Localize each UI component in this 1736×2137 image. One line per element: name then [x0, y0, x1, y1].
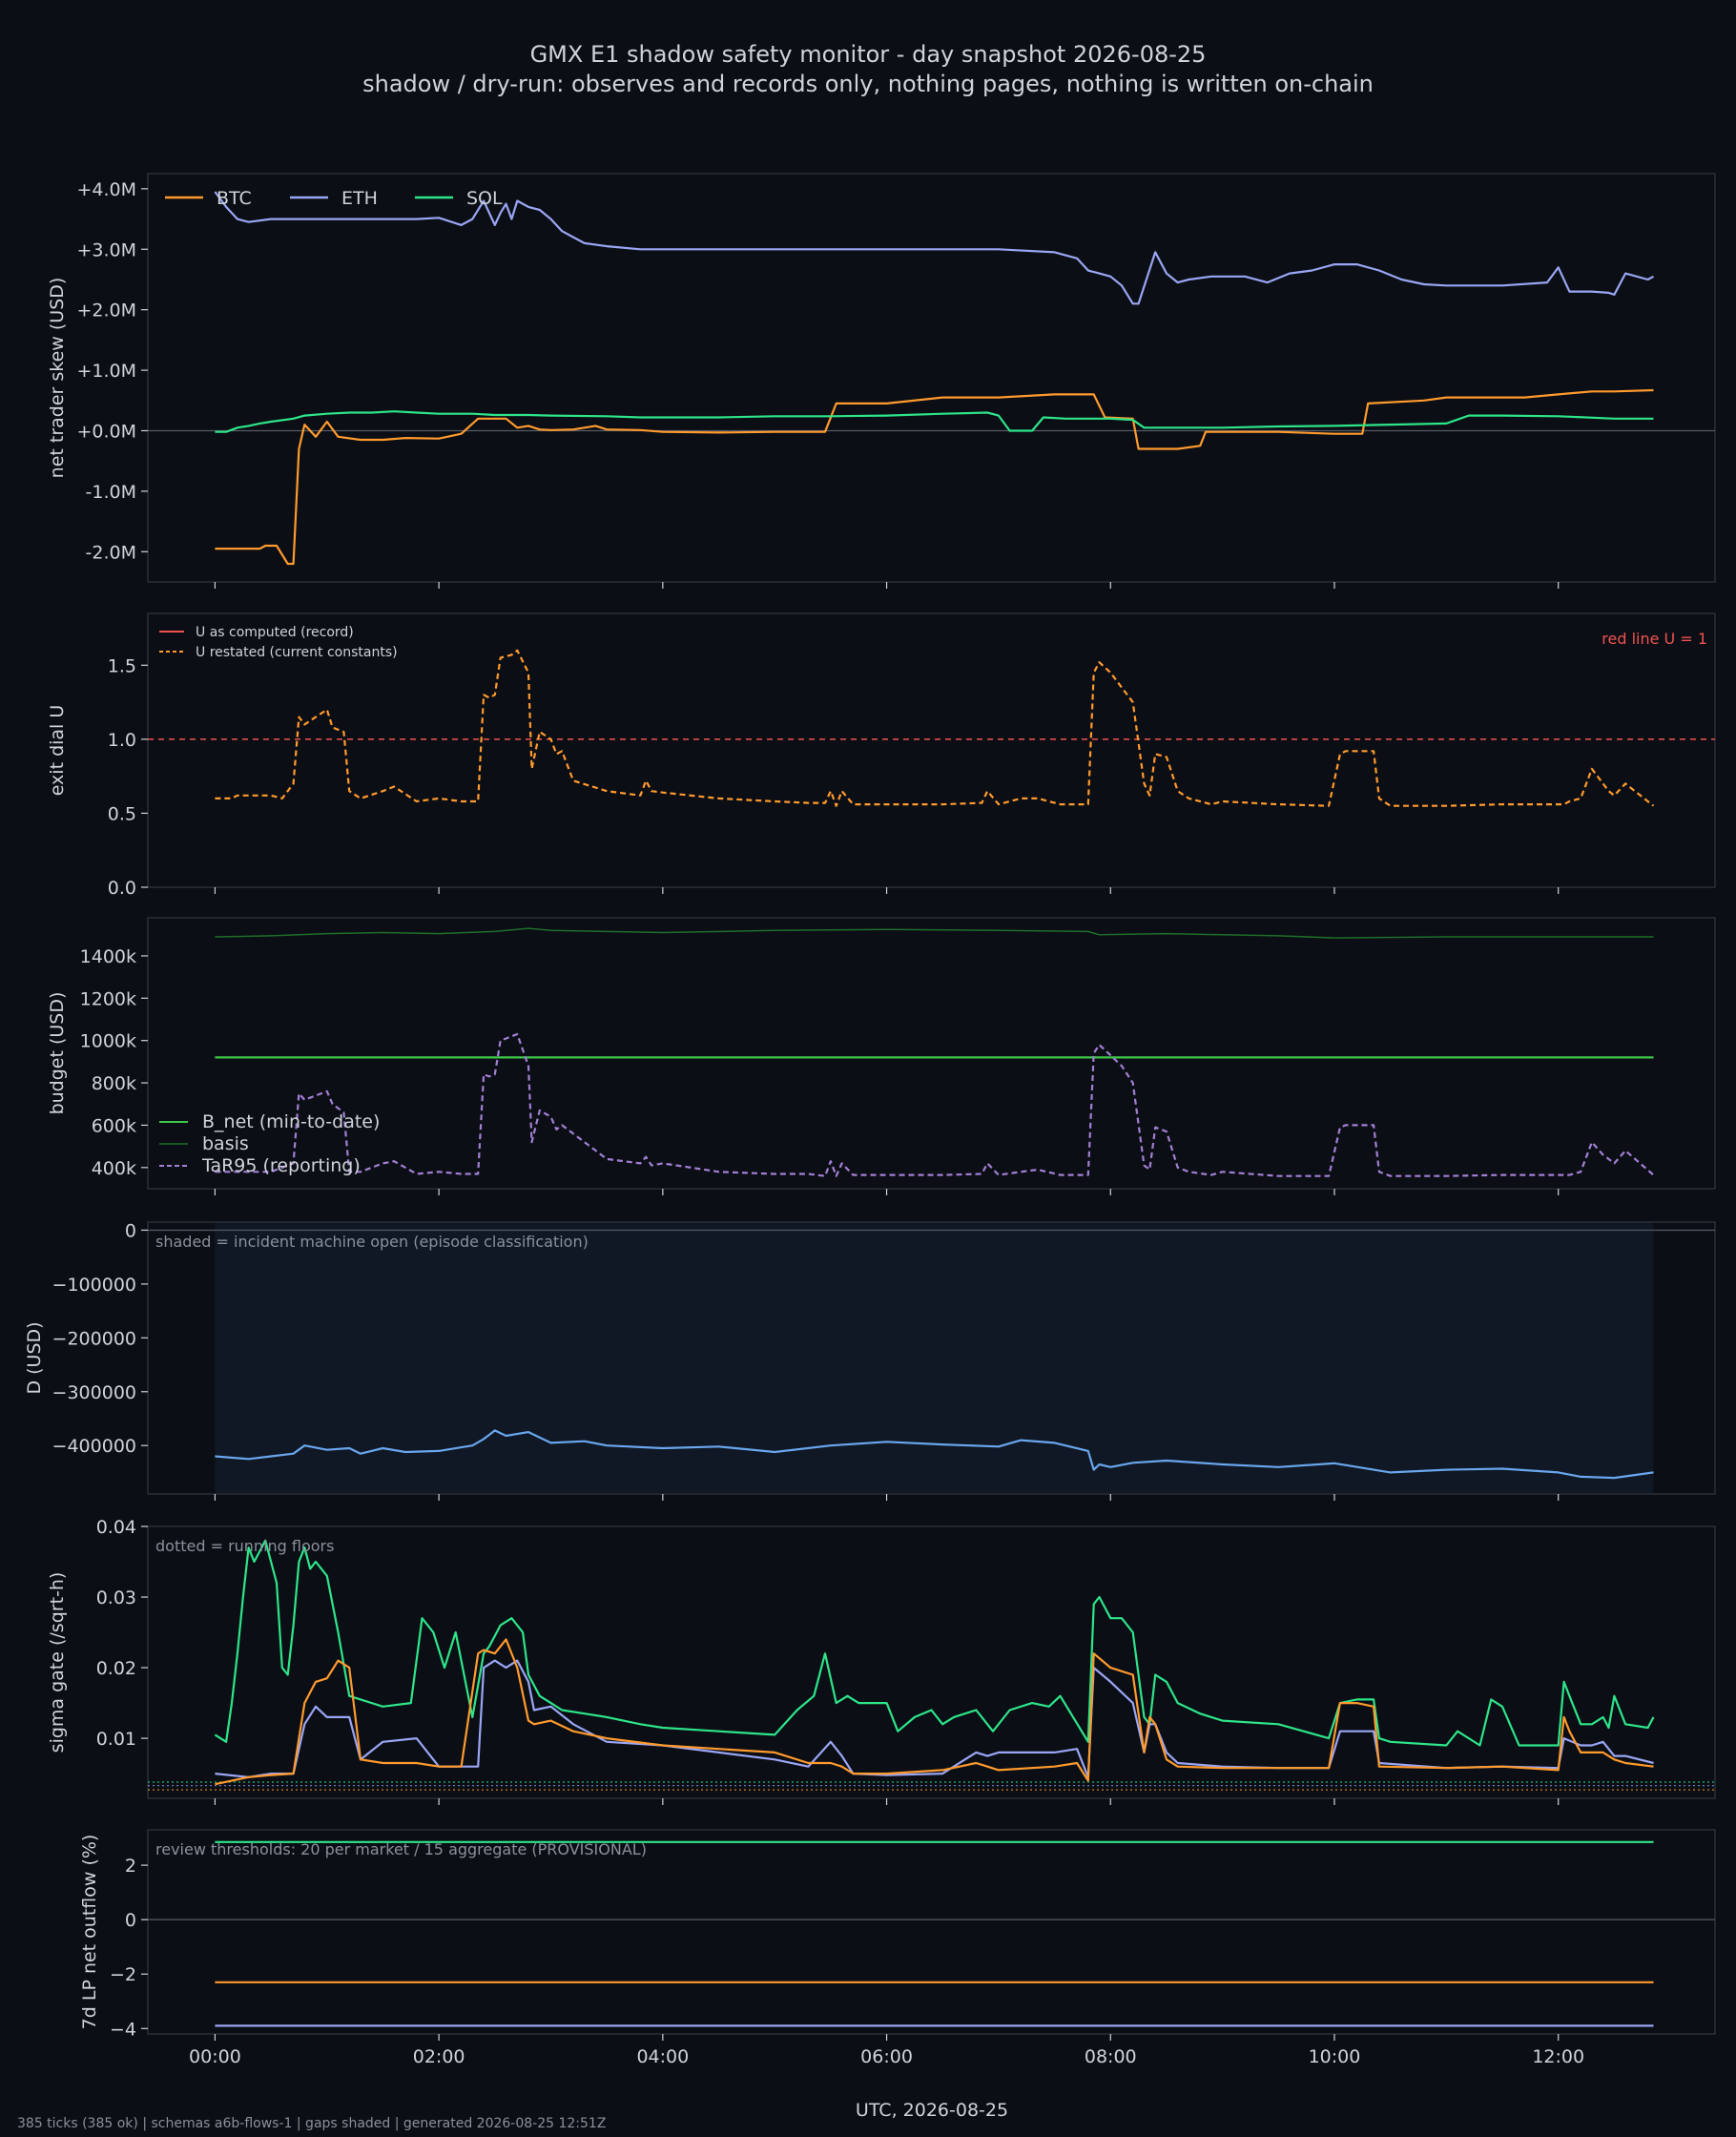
y-tick-label: 2: [125, 1856, 136, 1877]
footer-status: 385 ticks (385 ok) | schemas a6b-flows-1…: [17, 2116, 606, 2131]
figure-subtitle: shadow / dry-run: observes and records o…: [362, 71, 1374, 97]
panel-frame: [147, 1829, 1716, 2035]
legend-label: SOL: [466, 188, 503, 209]
y-tick-label: +1.0M: [76, 361, 136, 382]
panel-exit_dial: 0.0 0.5 1.0 1.5 exit dial U red line U = 1 U a…: [47, 612, 1716, 899]
y-axis-label: net trader skew (USD): [47, 278, 68, 479]
panel-d: 0 −100000 −200000 −300000 −400000 D (USD) shad…: [24, 1220, 1716, 1501]
series-btc: [215, 388, 1654, 566]
figure-title: GMX E1 shadow safety monitor - day snaps…: [530, 41, 1207, 68]
legend-label: U restated (current constants): [196, 645, 398, 660]
y-tick-label: −300000: [52, 1382, 136, 1403]
legend-label: TaR95 (reporting): [201, 1155, 361, 1176]
y-tick-label: −400000: [52, 1436, 136, 1457]
y-tick-label: −100000: [52, 1275, 136, 1296]
legend-label: ETH: [341, 188, 378, 209]
panel-note: shaded = incident machine open (episode …: [155, 1233, 589, 1251]
y-tick-label: 1.0: [108, 730, 136, 751]
y-tick-label: 0.02: [96, 1658, 136, 1679]
y-tick-label: 0.04: [96, 1517, 136, 1538]
incident-shade: [215, 1223, 1654, 1493]
legend-label: B_net (min-to-date): [202, 1111, 380, 1132]
y-axis-label: budget (USD): [47, 992, 68, 1115]
y-axis-label: D (USD): [24, 1321, 45, 1394]
x-tick-label: 02:00: [413, 2046, 465, 2067]
y-tick-label: 400k: [92, 1158, 136, 1179]
y-tick-label: 0: [125, 1220, 136, 1241]
y-tick-label: 0.03: [96, 1587, 136, 1608]
y-tick-label: −2: [110, 1964, 136, 1985]
y-axis-label: sigma gate (/sqrt-h): [47, 1572, 68, 1753]
y-tick-label: 0: [125, 1910, 136, 1931]
y-axis-label: 7d LP net outflow (%): [79, 1835, 100, 2030]
panel-budget: 400k 600k 800k 1000k 1200k 1400k budget (USD) B…: [47, 917, 1716, 1195]
y-tick-label: 1400k: [80, 946, 136, 967]
series-sol: [215, 410, 1654, 433]
y-tick-label: +4.0M: [76, 179, 136, 200]
x-tick-label: 00:00: [189, 2046, 241, 2067]
x-tick-label: 04:00: [636, 2046, 689, 2067]
panel-sigma: 0.01 0.02 0.03 0.04 sigma gate (/sqrt-h) dott…: [47, 1517, 1716, 1805]
y-tick-label: 1200k: [80, 988, 136, 1009]
y-tick-label: 1.5: [108, 655, 136, 676]
y-tick-label: 0.0: [108, 878, 136, 899]
y-tick-label: -1.0M: [86, 482, 136, 503]
y-tick-label: 800k: [92, 1073, 136, 1094]
y-tick-label: −4: [110, 2019, 136, 2040]
series-sol: [214, 1539, 1655, 1747]
red-line-label: red line U = 1: [1602, 630, 1707, 648]
y-tick-label: -2.0M: [86, 542, 136, 563]
panel-outflow: 2 0 −2 −4 7d LP net outflow (%) review thresh…: [79, 1829, 1716, 2041]
x-tick-label: 06:00: [860, 2046, 913, 2067]
panel-note: review thresholds: 20 per market / 15 ag…: [155, 1840, 647, 1858]
panel-frame: [147, 1525, 1716, 1799]
legend-label: U as computed (record): [196, 625, 354, 640]
y-tick-label: +3.0M: [76, 239, 136, 260]
x-axis-label: UTC, 2026-08-25: [856, 2100, 1008, 2121]
y-tick-label: 1000k: [80, 1031, 136, 1052]
y-tick-label: +0.0M: [76, 421, 136, 442]
series-tar95-reporting-: [215, 1032, 1655, 1177]
x-tick-label: 12:00: [1532, 2046, 1584, 2067]
chart-panels: +4.0M +3.0M +2.0M +1.0M +0.0M -1.0M -2.0M net t…: [24, 173, 1716, 2067]
panel-frame: [147, 917, 1716, 1190]
y-axis-label: exit dial U: [47, 705, 68, 797]
panel-skew: +4.0M +3.0M +2.0M +1.0M +0.0M -1.0M -2.0M net t…: [47, 173, 1716, 589]
y-tick-label: −200000: [52, 1328, 136, 1349]
y-tick-label: +2.0M: [76, 301, 136, 322]
legend-label: basis: [202, 1133, 249, 1154]
x-tick-label: 08:00: [1085, 2046, 1137, 2067]
series-eth: [214, 191, 1655, 305]
y-tick-label: 0.5: [108, 803, 136, 824]
x-tick-label: 10:00: [1309, 2046, 1361, 2067]
panel-note: dotted = running floors: [155, 1537, 334, 1555]
panel-frame: [147, 173, 1716, 583]
y-tick-label: 0.01: [96, 1729, 136, 1750]
series-u-restated-current-constants-: [215, 649, 1655, 807]
y-tick-label: 600k: [92, 1115, 136, 1136]
series-btc: [215, 1638, 1654, 1786]
panel-frame: [147, 612, 1716, 888]
series-d: [215, 1429, 1654, 1480]
legend-label: BTC: [217, 188, 252, 209]
series-basis: [215, 927, 1654, 939]
